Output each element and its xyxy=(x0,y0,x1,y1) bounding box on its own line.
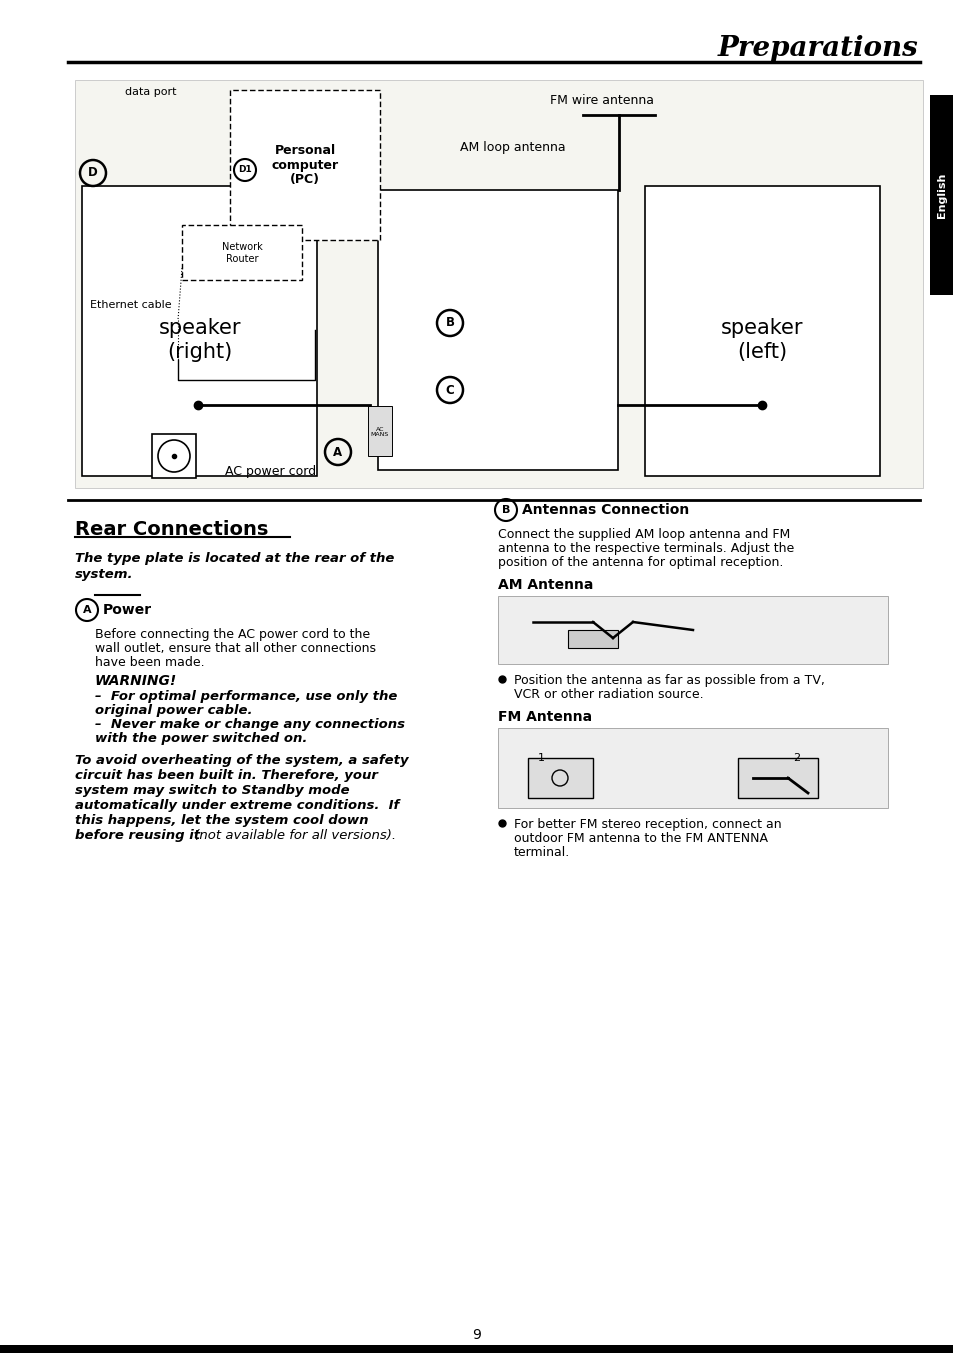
Text: –  Never make or change any connections: – Never make or change any connections xyxy=(95,718,405,731)
Bar xyxy=(75,80,923,488)
Bar xyxy=(738,758,817,798)
Text: FM wire antenna: FM wire antenna xyxy=(550,93,654,107)
Bar xyxy=(377,189,618,469)
Text: Ethernet cable: Ethernet cable xyxy=(90,300,172,310)
Text: AC
MANS: AC MANS xyxy=(371,426,389,437)
Text: with the power switched on.: with the power switched on. xyxy=(95,732,307,746)
Text: D1: D1 xyxy=(238,165,252,175)
Text: Position the antenna as far as possible from a TV,: Position the antenna as far as possible … xyxy=(514,674,824,687)
Text: The type plate is located at the rear of the: The type plate is located at the rear of… xyxy=(75,552,394,566)
Text: (not available for all versions).: (not available for all versions). xyxy=(190,829,395,842)
Text: have been made.: have been made. xyxy=(95,656,204,668)
Text: VCR or other radiation source.: VCR or other radiation source. xyxy=(514,687,703,701)
Bar xyxy=(527,758,593,798)
Text: A: A xyxy=(334,445,342,459)
Text: position of the antenna for optimal reception.: position of the antenna for optimal rece… xyxy=(497,556,782,570)
Text: 2: 2 xyxy=(792,754,800,763)
Text: To avoid overheating of the system, a safety: To avoid overheating of the system, a sa… xyxy=(75,754,408,767)
Bar xyxy=(152,434,195,478)
Text: English: English xyxy=(936,172,946,218)
Text: speaker
(left): speaker (left) xyxy=(720,318,802,361)
Text: wall outlet, ensure that all other connections: wall outlet, ensure that all other conne… xyxy=(95,643,375,655)
Text: B: B xyxy=(501,505,510,515)
Text: 9: 9 xyxy=(472,1329,481,1342)
Text: –  For optimal performance, use only the: – For optimal performance, use only the xyxy=(95,690,397,704)
Text: Preparations: Preparations xyxy=(717,34,917,61)
Bar xyxy=(567,630,618,648)
Text: AM Antenna: AM Antenna xyxy=(497,578,593,593)
Text: outdoor FM antenna to the FM ANTENNA: outdoor FM antenna to the FM ANTENNA xyxy=(514,832,767,846)
Text: data port: data port xyxy=(125,87,176,97)
Bar xyxy=(497,728,887,808)
Text: system.: system. xyxy=(75,568,133,580)
Text: Before connecting the AC power cord to the: Before connecting the AC power cord to t… xyxy=(95,628,370,641)
Text: Network
Router: Network Router xyxy=(221,242,262,264)
Text: A: A xyxy=(83,605,91,616)
Text: speaker
(right): speaker (right) xyxy=(158,318,241,361)
Bar xyxy=(368,406,392,456)
Text: before reusing it: before reusing it xyxy=(75,829,200,842)
Text: AC power cord: AC power cord xyxy=(225,465,315,479)
Text: circuit has been built in. Therefore, your: circuit has been built in. Therefore, yo… xyxy=(75,769,377,782)
Text: 1: 1 xyxy=(537,754,544,763)
FancyBboxPatch shape xyxy=(230,91,379,239)
Bar xyxy=(497,597,887,664)
Text: Personal
computer
(PC): Personal computer (PC) xyxy=(272,143,338,187)
Bar xyxy=(644,185,879,476)
Text: Antennas Connection: Antennas Connection xyxy=(521,503,688,517)
Text: Rear Connections: Rear Connections xyxy=(75,520,268,538)
Text: antenna to the respective terminals. Adjust the: antenna to the respective terminals. Adj… xyxy=(497,543,794,555)
Text: For better FM stereo reception, connect an: For better FM stereo reception, connect … xyxy=(514,819,781,831)
Text: system may switch to Standby mode: system may switch to Standby mode xyxy=(75,783,349,797)
Text: FM Antenna: FM Antenna xyxy=(497,710,592,724)
Text: WARNING!: WARNING! xyxy=(95,674,177,687)
Text: this happens, let the system cool down: this happens, let the system cool down xyxy=(75,815,368,827)
FancyBboxPatch shape xyxy=(182,225,302,280)
Text: Power: Power xyxy=(103,603,152,617)
Text: D: D xyxy=(88,166,98,180)
Text: automatically under extreme conditions.  If: automatically under extreme conditions. … xyxy=(75,800,399,812)
Text: C: C xyxy=(445,383,454,396)
Text: AM loop antenna: AM loop antenna xyxy=(459,142,565,154)
Bar xyxy=(82,185,316,476)
Bar xyxy=(0,1345,953,1353)
Bar xyxy=(929,95,953,295)
Text: original power cable.: original power cable. xyxy=(95,704,253,717)
Text: terminal.: terminal. xyxy=(514,846,570,859)
Text: Connect the supplied AM loop antenna and FM: Connect the supplied AM loop antenna and… xyxy=(497,528,789,541)
Text: B: B xyxy=(445,317,454,330)
